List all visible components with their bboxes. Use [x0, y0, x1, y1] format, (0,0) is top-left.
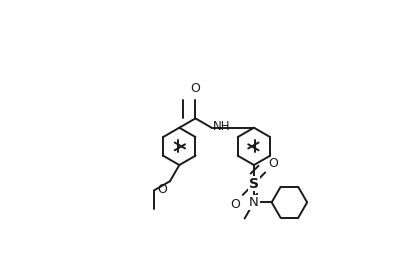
Text: O: O: [267, 157, 277, 170]
Text: NH: NH: [213, 120, 230, 133]
Text: N: N: [248, 196, 258, 209]
Text: O: O: [157, 183, 167, 196]
Text: O: O: [190, 83, 200, 96]
Text: O: O: [229, 198, 239, 211]
Text: S: S: [248, 177, 258, 191]
